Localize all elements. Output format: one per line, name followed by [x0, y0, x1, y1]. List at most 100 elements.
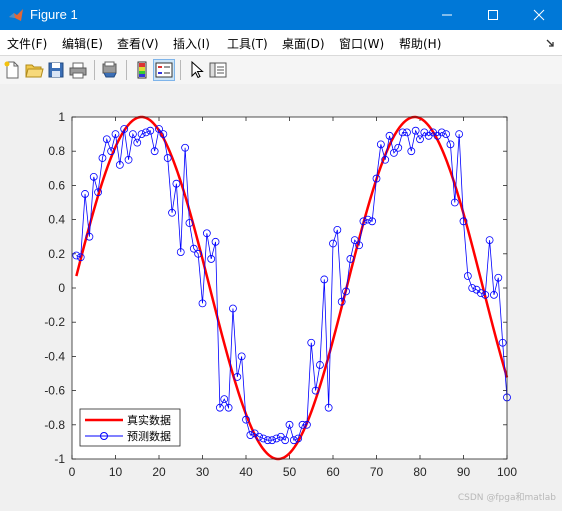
data-point-predicted	[115, 160, 124, 169]
data-point-predicted	[107, 147, 116, 156]
data-point-predicted	[211, 237, 220, 246]
legend-label-real: 真实数据	[127, 413, 171, 427]
menu-desktop[interactable]: 桌面(D)	[282, 37, 325, 51]
x-tick-label: 60	[326, 465, 340, 479]
open-file-icon[interactable]	[24, 60, 44, 80]
data-point-predicted	[329, 239, 337, 248]
x-tick-label: 90	[457, 465, 471, 479]
data-point-predicted	[163, 154, 172, 162]
data-point-predicted	[72, 251, 81, 260]
data-point-predicted	[181, 143, 190, 152]
data-point-predicted	[446, 140, 455, 149]
data-point-predicted	[133, 138, 142, 147]
data-point-predicted	[124, 155, 133, 164]
data-point-predicted	[137, 130, 146, 138]
data-point-predicted	[324, 403, 333, 412]
y-tick-label: 0.8	[48, 144, 65, 158]
title-bar: Figure 1	[0, 0, 562, 30]
x-tick-label: 70	[370, 465, 384, 479]
data-point-predicted	[120, 125, 129, 133]
legend[interactable]: 真实数据 预测数据	[79, 408, 181, 447]
menu-overflow-arrow-icon[interactable]	[545, 38, 555, 48]
data-point-predicted	[368, 217, 377, 226]
data-point-predicted	[385, 131, 394, 140]
close-icon	[533, 9, 545, 21]
data-point-predicted	[463, 272, 472, 280]
chart-series	[72, 115, 511, 461]
new-figure-icon[interactable]	[2, 60, 22, 80]
toolbar-separator	[94, 60, 95, 80]
menu-help[interactable]: 帮助(H)	[399, 37, 442, 51]
data-point-predicted	[155, 125, 163, 133]
y-tick-label: -0.4	[44, 349, 65, 363]
maximize-button[interactable]	[470, 0, 516, 30]
print-preview-icon[interactable]	[100, 60, 120, 80]
data-point-predicted	[316, 361, 324, 369]
data-point-predicted	[189, 244, 198, 253]
data-point-predicted	[102, 135, 111, 144]
legend-icon[interactable]	[153, 59, 175, 81]
data-point-predicted	[350, 236, 359, 245]
data-point-predicted	[437, 128, 446, 137]
data-point-predicted	[255, 432, 263, 441]
data-point-predicted	[498, 338, 507, 347]
data-point-predicted	[294, 434, 303, 443]
data-point-predicted	[76, 253, 85, 262]
menu-edit[interactable]: 编辑(E)	[62, 37, 103, 51]
data-point-predicted	[242, 415, 250, 424]
colorbar-icon[interactable]	[132, 60, 152, 80]
data-point-predicted	[394, 143, 403, 152]
legend-box	[79, 408, 181, 447]
watermark: CSDN @fpga和matlab	[457, 493, 556, 503]
data-point-predicted	[403, 128, 411, 137]
legend-label-predicted: 预测数据	[127, 429, 171, 443]
data-point-predicted	[485, 236, 494, 245]
menu-tools[interactable]: 工具(T)	[227, 37, 268, 51]
print-icon[interactable]	[68, 60, 88, 80]
x-tick-label: 30	[196, 465, 210, 479]
toolbar	[0, 55, 562, 85]
close-button[interactable]	[516, 0, 562, 30]
data-point-predicted	[346, 255, 355, 263]
y-tick-label: 0.2	[48, 247, 65, 261]
data-point-predicted	[411, 126, 420, 135]
property-editor-icon[interactable]	[208, 60, 228, 80]
axes-background	[72, 117, 507, 459]
x-tick-label: 50	[283, 465, 297, 479]
data-point-predicted	[372, 174, 381, 183]
menu-window[interactable]: 窗口(W)	[339, 37, 385, 51]
data-point-predicted	[168, 208, 176, 217]
menu-insert[interactable]: 插入(I)	[173, 37, 210, 51]
maximize-icon	[488, 10, 498, 20]
data-point-predicted	[146, 126, 155, 135]
data-point-predicted	[81, 190, 89, 198]
y-tick-label: 0.6	[48, 178, 65, 192]
y-tick-label: 0	[58, 281, 65, 295]
x-tick-label: 40	[239, 465, 253, 479]
data-point-predicted	[459, 217, 468, 226]
data-point-predicted	[215, 403, 224, 412]
data-point-predicted	[268, 436, 277, 445]
data-point-predicted	[450, 198, 459, 207]
plot-svg: 0 10 20 30 40 50 60 70 80 90 100-1-0.8-0.6-0.4-0.2…	[44, 110, 517, 479]
menu-file[interactable]: 文件(F)	[7, 37, 48, 51]
pointer-icon[interactable]	[186, 60, 206, 80]
data-point-predicted	[359, 217, 368, 226]
menu-view[interactable]: 查看(V)	[117, 37, 159, 51]
data-point-predicted	[376, 140, 385, 149]
data-point-predicted	[259, 434, 268, 443]
data-point-predicted	[224, 403, 233, 412]
data-point-predicted	[111, 130, 120, 138]
data-point-predicted	[481, 290, 490, 299]
data-point-predicted	[159, 130, 168, 138]
x-tick-label: 80	[413, 465, 427, 479]
data-point-predicted	[281, 436, 290, 445]
data-point-predicted	[333, 225, 342, 234]
save-icon[interactable]	[46, 60, 66, 80]
data-point-predicted	[320, 275, 329, 284]
data-point-predicted	[150, 147, 159, 156]
x-tick-label: 100	[497, 465, 517, 479]
y-tick-label: -0.6	[44, 384, 65, 398]
minimize-button[interactable]	[424, 0, 470, 30]
data-point-predicted	[89, 172, 98, 181]
